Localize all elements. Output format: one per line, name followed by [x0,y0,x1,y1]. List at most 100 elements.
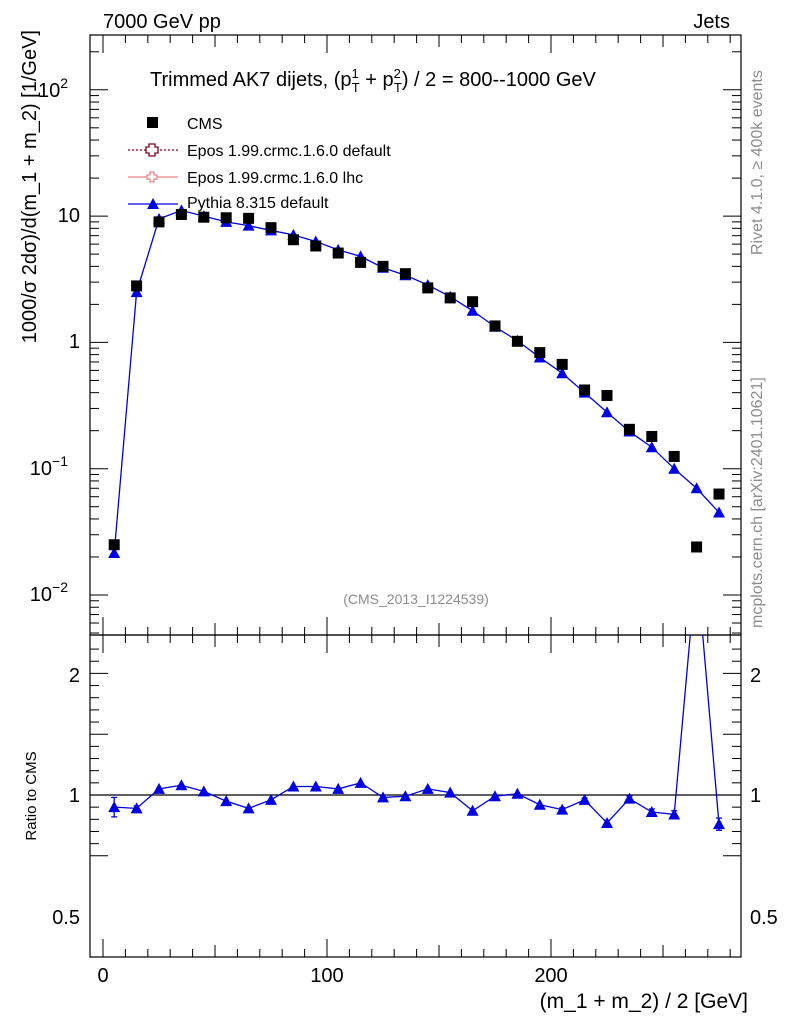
ratio-point [556,803,569,815]
cms-point [511,335,523,347]
ratio-point [578,793,591,805]
y-tick-label-1e-2: 10−2 [30,579,68,606]
cms-point [422,282,434,294]
ratio-point [623,792,636,804]
cms-point [579,384,591,396]
cms-point [355,256,367,268]
cms-point [467,296,479,308]
x-tick-labels: 0 100 200 [97,965,567,987]
cms-point [377,260,389,272]
cms-point [265,222,277,234]
ratio-line [114,635,720,825]
ratio-point [466,804,479,816]
legend-label-epos-lhc: Epos 1.99.crmc.1.6.0 lhc [187,170,363,187]
ratio-point [108,801,121,813]
ratio-point [691,558,703,569]
ratio-point [332,782,345,794]
legend-marker-epos-lhc [128,171,178,183]
x-tick-label-200: 200 [534,965,567,987]
pythia-point [556,367,569,379]
ratio-point [489,790,501,802]
ratio-point [220,795,233,807]
pythia-point [130,286,143,298]
ratio-point [444,786,457,798]
ratio-point [421,782,434,794]
ratio-point [377,791,389,803]
cms-point [623,423,635,435]
ratio-point [399,790,412,802]
pythia-point [668,462,681,474]
ratio-point [265,793,277,805]
ratio-point [511,787,524,799]
x-axis-title: (m_1 + m_2) / 2 [GeV] [540,990,748,1013]
mcplots-label: mcplots.cern.ch [arXiv:2401.10621] [749,377,766,628]
ratio-point [601,816,613,828]
x-tick-label-100: 100 [310,965,343,987]
x-tick-label-0: 0 [97,965,108,987]
y-tick-label-1e-1: 10−1 [30,453,68,480]
y-tick-label-1e2: 102 [38,75,68,102]
ratio-y-tick-label-1-right: 1 [750,785,761,807]
ratio-point [309,780,322,792]
cms-point [556,358,568,370]
legend-marker-cms [147,117,158,128]
cms-point [198,211,210,223]
legend-marker-pythia [128,198,178,209]
ratio-point [242,802,255,814]
cms-point [489,320,501,332]
ratio-y-tick-label-2-right: 2 [750,665,761,687]
cms-point [646,430,658,442]
ratio-point [287,780,300,792]
pythia-point [645,441,658,453]
ratio-series-pythia [108,558,725,831]
cms-point [243,212,255,224]
legend-marker-epos-default [128,143,178,157]
cms-point [220,212,232,224]
ratio-point [533,798,546,810]
cms-point [131,280,143,292]
ratio-point [153,782,165,794]
ratio-x-axis-ticks [102,635,731,957]
cms-point [713,488,725,500]
cms-point [287,234,299,246]
ratio-point [175,779,188,791]
ratio-y-tick-label-2-left: 2 [69,665,80,687]
ratio-point [668,808,681,820]
pythia-point [601,406,613,418]
y-tick-label-10: 10 [58,205,80,227]
main-series-pythia [108,204,725,559]
pythia-point [713,506,725,518]
legend-label-cms: CMS [187,116,223,133]
ratio-y-tick-label-0.5-left: 0.5 [52,907,80,929]
ratio-y-tick-label-0.5-right: 0.5 [750,907,778,929]
main-y-tick-labels: 10−2 10−1 1 10 102 [30,75,80,606]
ratio-y-axis-ticks [90,648,741,857]
cms-point [691,541,703,553]
cms-point [153,216,165,228]
energy-label: 7000 GeV pp [103,11,221,33]
cms-point [108,539,120,551]
cms-point [175,208,187,220]
ratio-plot-frame [89,634,742,958]
pythia-point [108,547,121,559]
analysis-id-label: (CMS_2013_I1224539) [343,591,489,607]
main-y-axis-ticks [90,51,741,634]
ratio-point [354,776,367,788]
ratio-y-axis-title: Ratio to CMS [23,751,40,840]
main-series-cms [108,208,725,553]
pythia-point [242,219,255,231]
cms-point [444,292,456,304]
cms-point [534,347,546,359]
pythia-line [113,209,720,554]
ratio-y-tick-labels: 0.5 1 2 0.5 1 2 [52,665,778,929]
cms-point [601,389,613,401]
ratio-point [713,818,725,830]
legend-label-pythia: Pythia 8.315 default [187,195,329,212]
main-x-axis-ticks [102,35,731,635]
y-tick-label-1: 1 [69,331,80,353]
legend-label-epos-default: Epos 1.99.crmc.1.6.0 default [187,143,391,160]
pythia-point [466,304,479,316]
ratio-y-tick-label-1-left: 1 [69,785,80,807]
main-y-axis-title: 1000/σ 2dσ)/d(m_1 + m_2) [1/GeV] [19,30,41,343]
